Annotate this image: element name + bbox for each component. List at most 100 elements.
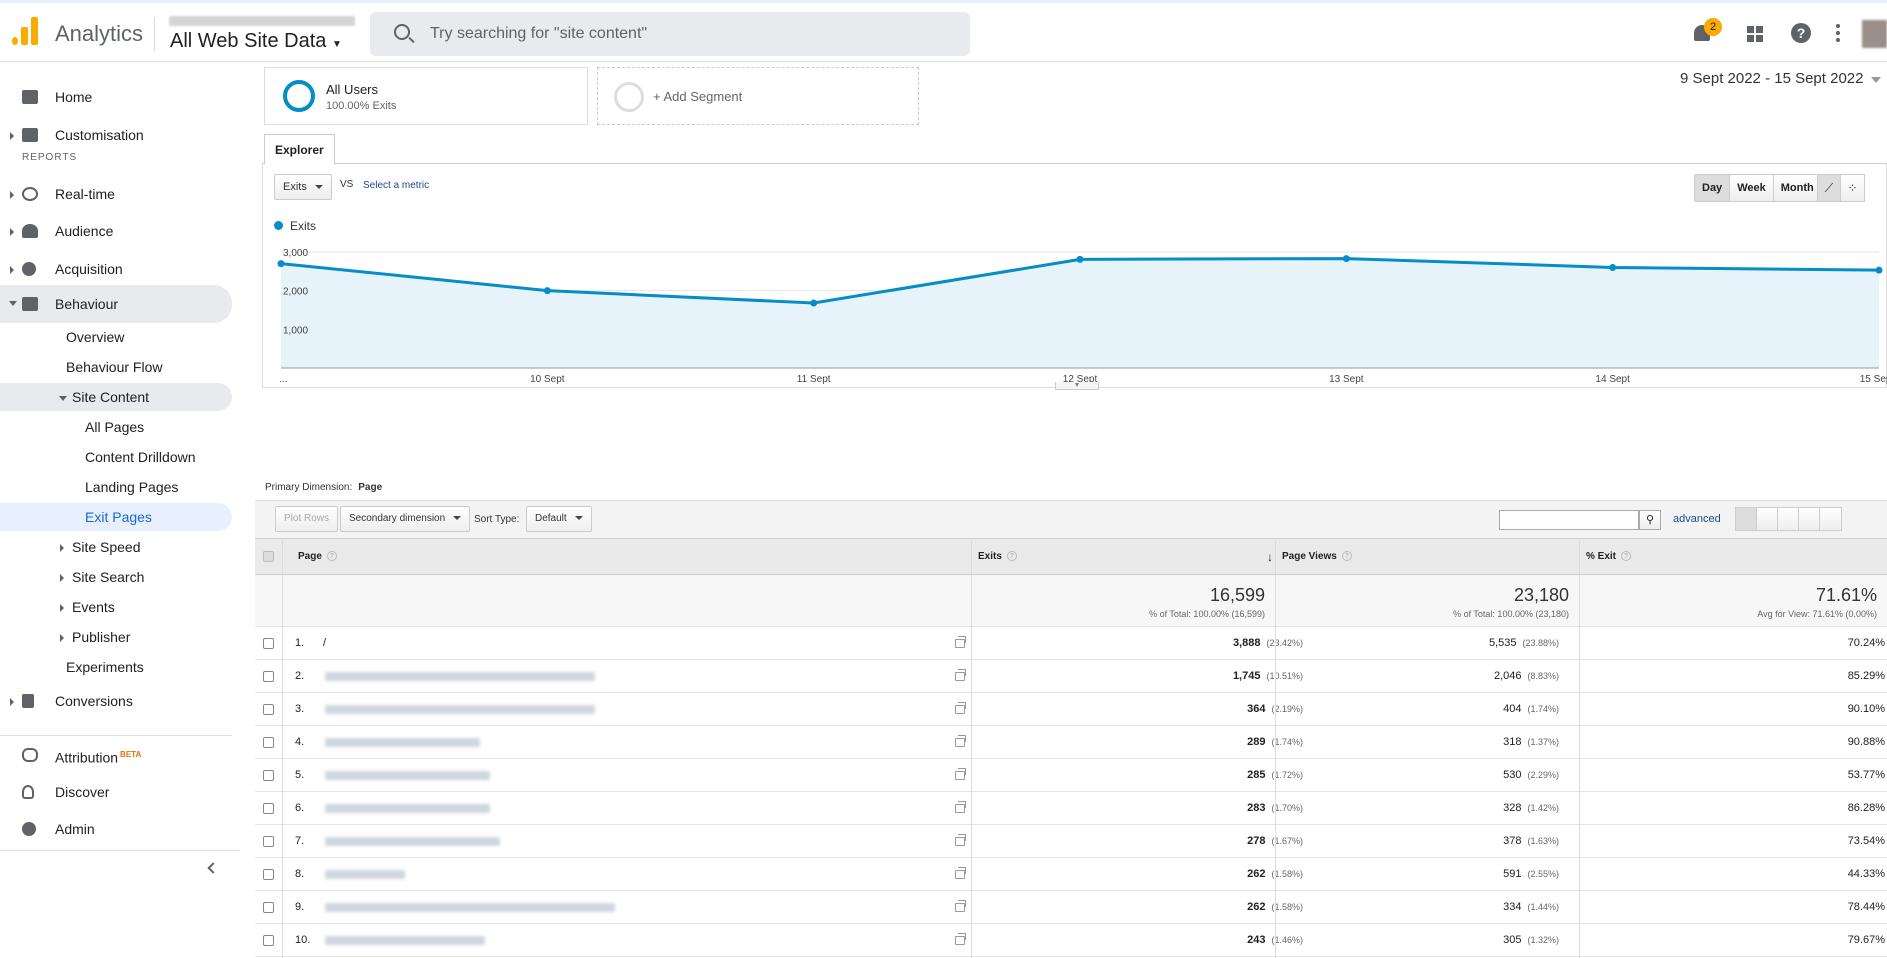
- sidebar-item-site-search[interactable]: Site Search: [0, 563, 232, 591]
- row-checkbox[interactable]: [263, 704, 274, 715]
- avatar[interactable]: [1862, 20, 1887, 48]
- month-button[interactable]: Month: [1773, 175, 1821, 201]
- open-page-external-icon[interactable]: [955, 933, 966, 945]
- sidebar-item-attribution[interactable]: Attribution BETA: [0, 738, 232, 772]
- sidebar-item-audience[interactable]: Audience: [0, 214, 232, 248]
- chart-type-toggle: ⟋ ⁘: [1817, 174, 1865, 202]
- sidebar-item-all-pages[interactable]: All Pages: [85, 419, 145, 435]
- sidebar-item-home[interactable]: Home: [0, 80, 232, 114]
- performance-view-icon[interactable]: [1778, 508, 1799, 530]
- row-checkbox[interactable]: [263, 737, 274, 748]
- open-page-external-icon[interactable]: [955, 669, 966, 681]
- open-page-external-icon[interactable]: [955, 702, 966, 714]
- sidebar-item-discover[interactable]: Discover: [0, 775, 232, 809]
- page-link-redacted[interactable]: [325, 738, 480, 747]
- row-checkbox[interactable]: [263, 671, 274, 682]
- motion-chart-icon[interactable]: ⁘: [1841, 175, 1864, 201]
- search-icon[interactable]: ⚲: [1639, 510, 1661, 530]
- open-page-external-icon[interactable]: [955, 768, 966, 780]
- date-range-selector[interactable]: 9 Sept 2022 - 15 Sept 2022: [1680, 70, 1883, 87]
- segment-all-users[interactable]: All Users 100.00% Exits: [264, 67, 588, 125]
- plot-rows-button[interactable]: Plot Rows: [275, 506, 339, 532]
- metric-selector[interactable]: Exits: [274, 174, 332, 200]
- header-page-views[interactable]: Page Views?: [1282, 539, 1352, 574]
- sidebar-item-site-speed[interactable]: Site Speed: [0, 533, 232, 561]
- notification-count-badge: 2: [1704, 18, 1722, 36]
- sidebar-item-site-content[interactable]: Site Content: [0, 383, 232, 411]
- header-page[interactable]: Page?: [298, 539, 337, 574]
- app-name[interactable]: Analytics: [55, 21, 144, 46]
- sidebar-item-conversions[interactable]: Conversions: [0, 684, 232, 718]
- week-button[interactable]: Week: [1730, 175, 1774, 201]
- open-page-external-icon[interactable]: [955, 900, 966, 912]
- secondary-dimension-dropdown[interactable]: Secondary dimension: [340, 506, 471, 532]
- page-link-redacted[interactable]: [325, 771, 490, 780]
- pivot-view-icon[interactable]: [1820, 508, 1841, 530]
- select-all-checkbox[interactable]: [263, 551, 274, 562]
- sort-type-dropdown[interactable]: Default: [526, 506, 592, 532]
- page-link-redacted[interactable]: [325, 870, 405, 879]
- page-link[interactable]: /: [323, 637, 327, 649]
- row-checkbox[interactable]: [263, 935, 274, 946]
- sidebar-item-exit-pages[interactable]: Exit Pages: [0, 503, 232, 531]
- open-page-external-icon[interactable]: [955, 801, 966, 813]
- divider: [154, 17, 155, 51]
- row-checkbox[interactable]: [263, 836, 274, 847]
- row-checkbox[interactable]: [263, 803, 274, 814]
- more-vert-icon[interactable]: [1836, 24, 1840, 42]
- sidebar-item-admin[interactable]: Admin: [0, 812, 232, 846]
- sidebar-item-realtime[interactable]: Real-time: [0, 177, 232, 211]
- row-number: 10.: [295, 934, 311, 946]
- collapse-sidebar-chevron-icon[interactable]: [207, 862, 219, 874]
- analytics-logo-icon[interactable]: [12, 17, 40, 45]
- table-view-icon[interactable]: [1736, 508, 1757, 530]
- sidebar-item-acquisition[interactable]: Acquisition: [0, 252, 232, 286]
- page-link-redacted[interactable]: [325, 837, 500, 846]
- page-link-redacted[interactable]: [325, 804, 490, 813]
- open-page-external-icon[interactable]: [955, 834, 966, 846]
- select-metric-link[interactable]: Select a metric: [363, 180, 430, 191]
- property-selector[interactable]: All Web Site Data ▼: [170, 30, 342, 53]
- exits-cell: 283 (1.70%): [1247, 802, 1303, 814]
- header-exits[interactable]: Exits?: [978, 539, 1017, 574]
- sidebar-item-behaviour[interactable]: Behaviour: [0, 285, 232, 323]
- sidebar-item-content-drilldown[interactable]: Content Drilldown: [85, 449, 196, 465]
- sidebar-item-customisation[interactable]: Customisation: [0, 118, 232, 152]
- comparison-view-icon[interactable]: [1799, 508, 1820, 530]
- exit-rate-cell: 44.33%: [1847, 868, 1885, 880]
- sidebar-item-landing-pages[interactable]: Landing Pages: [85, 479, 179, 495]
- open-page-external-icon[interactable]: [955, 867, 966, 879]
- day-button[interactable]: Day: [1695, 175, 1731, 201]
- tab-explorer[interactable]: Explorer: [264, 134, 335, 165]
- search-placeholder: Try searching for "site content": [430, 25, 648, 42]
- table-header: Page? Exits? ↓ Page Views? % Exit?: [255, 538, 1887, 575]
- row-checkbox[interactable]: [263, 902, 274, 913]
- row-checkbox[interactable]: [263, 638, 274, 649]
- row-checkbox[interactable]: [263, 770, 274, 781]
- table-filter-input[interactable]: [1499, 510, 1639, 530]
- header-exit-rate[interactable]: % Exit?: [1586, 539, 1632, 574]
- x-tick-label: 11 Sept: [797, 374, 831, 385]
- line-chart-icon[interactable]: ⟋: [1818, 175, 1842, 201]
- sidebar-item-experiments[interactable]: Experiments: [66, 659, 144, 675]
- open-page-external-icon[interactable]: [955, 636, 966, 648]
- sidebar-item-publisher[interactable]: Publisher: [0, 623, 232, 651]
- pie-view-icon[interactable]: [1757, 508, 1778, 530]
- primary-dimension-value[interactable]: Page: [358, 482, 383, 493]
- page-link-redacted[interactable]: [325, 672, 595, 681]
- attribution-icon: [22, 748, 38, 762]
- search-box[interactable]: Try searching for "site content": [370, 12, 970, 56]
- row-checkbox[interactable]: [263, 869, 274, 880]
- apps-grid-icon[interactable]: [1747, 26, 1763, 42]
- sidebar-item-events[interactable]: Events: [0, 593, 232, 621]
- page-link-redacted[interactable]: [325, 705, 595, 714]
- open-page-external-icon[interactable]: [955, 735, 966, 747]
- page-link-redacted[interactable]: [325, 936, 485, 945]
- page-link-redacted[interactable]: [325, 903, 615, 912]
- add-segment-button[interactable]: + Add Segment: [597, 67, 919, 125]
- sidebar-item-behaviour-flow[interactable]: Behaviour Flow: [66, 359, 163, 375]
- help-icon[interactable]: ?: [1791, 23, 1811, 43]
- sidebar-item-overview[interactable]: Overview: [66, 329, 125, 345]
- advanced-filter-link[interactable]: advanced: [1673, 513, 1721, 525]
- chart-resize-handle[interactable]: ▼: [1055, 382, 1099, 390]
